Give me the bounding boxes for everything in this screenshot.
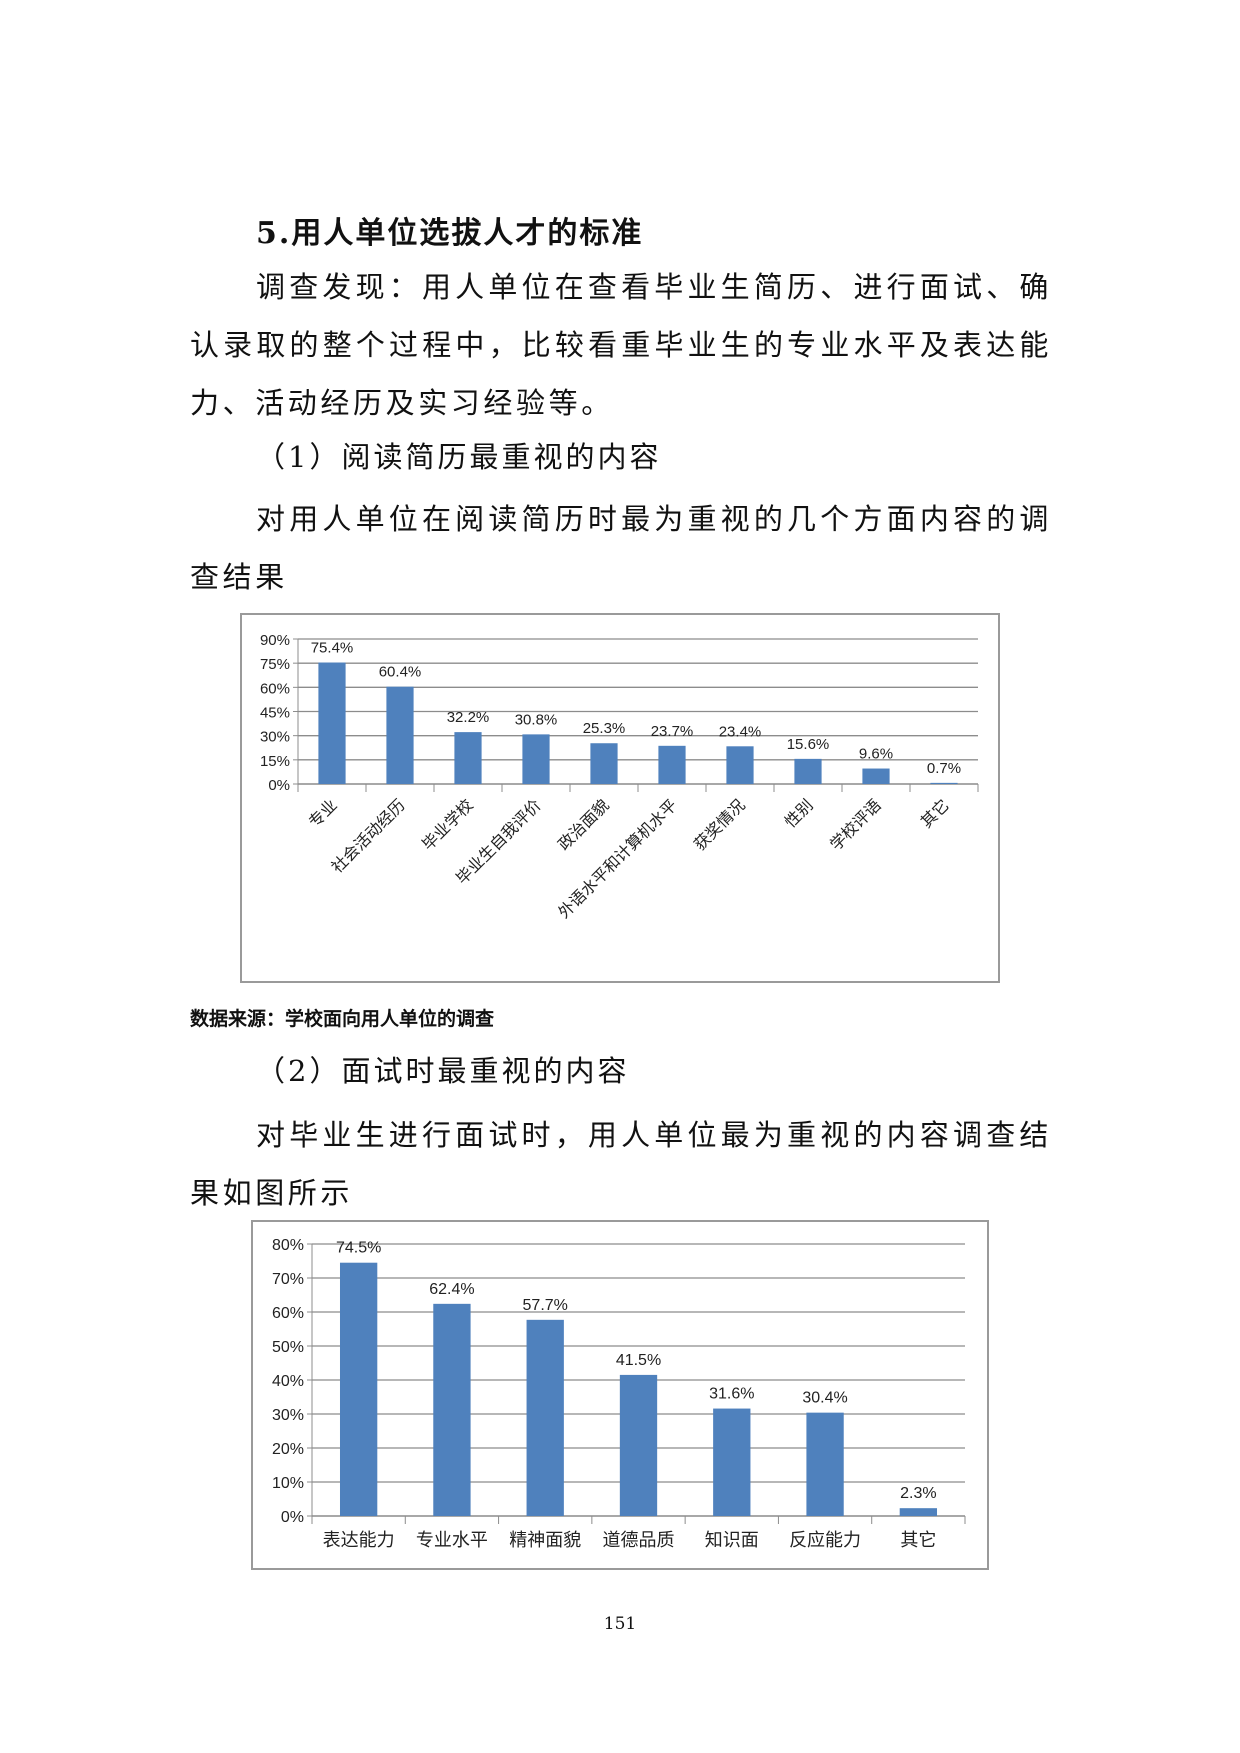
section-title: 5.用人单位选拔人才的标准	[256, 216, 644, 251]
part1-text: 对用人单位在阅读简历时最为重视的几个方面内容的调查结果	[190, 502, 1052, 594]
data-label: 9.6%	[859, 746, 893, 763]
x-tick-label: 学校评语	[826, 795, 885, 854]
x-tick-label: 反应能力	[789, 1530, 861, 1551]
data-label: 57.7%	[523, 1297, 568, 1314]
bar	[454, 732, 482, 784]
bar	[522, 734, 550, 784]
y-tick-label: 40%	[272, 1373, 304, 1390]
x-tick-label: 精神面貌	[509, 1530, 581, 1551]
bar	[862, 768, 890, 784]
data-label: 31.6%	[709, 1386, 754, 1403]
data-label: 75.4%	[311, 640, 354, 657]
bar	[619, 1374, 658, 1516]
bar	[713, 1408, 751, 1516]
data-label: 23.4%	[719, 723, 762, 740]
bar	[386, 686, 414, 784]
y-tick-label: 60%	[272, 1305, 304, 1322]
x-tick-label: 其它	[900, 1530, 936, 1551]
y-tick-label: 10%	[272, 1475, 304, 1492]
data-label: 0.7%	[927, 760, 961, 777]
y-tick-label: 70%	[272, 1271, 304, 1288]
bar	[433, 1303, 471, 1516]
data-label: 30.4%	[802, 1390, 847, 1407]
y-tick-label: 30%	[272, 1407, 304, 1424]
data-label: 25.3%	[583, 720, 626, 737]
bar	[658, 745, 686, 784]
y-tick-label: 75%	[260, 656, 290, 673]
x-tick-label: 获奖情况	[690, 795, 749, 854]
bar	[806, 1412, 844, 1516]
data-source-note: 数据来源：学校面向用人单位的调查	[190, 1008, 495, 1030]
bar	[930, 782, 958, 784]
data-label: 60.4%	[379, 664, 422, 681]
y-tick-label: 0%	[268, 777, 290, 794]
page-number: 151	[603, 1614, 637, 1634]
chart1-svg: 0% 15% 30% 45% 60% 75% 90% 75.4% 专业 60.4% 社会活动经历 32…	[260, 632, 979, 922]
x-tick-label: 道德品质	[603, 1530, 675, 1551]
y-tick-label: 80%	[272, 1237, 304, 1254]
bar	[899, 1508, 938, 1516]
y-tick-label: 15%	[260, 753, 290, 770]
part2-heading: （2）面试时最重视的内容	[256, 1054, 630, 1088]
x-tick-label: 社会活动经历	[328, 795, 409, 876]
data-label: 30.8%	[515, 711, 558, 728]
part2-text: 对毕业生进行面试时，用人单位最为重视的内容调查结果如图所示	[190, 1118, 1052, 1210]
data-label: 41.5%	[616, 1352, 661, 1369]
x-tick-label: 毕业学校	[418, 795, 477, 854]
bar	[526, 1319, 564, 1516]
x-tick-label: 知识面	[705, 1530, 759, 1551]
y-tick-label: 20%	[272, 1441, 304, 1458]
y-tick-label: 45%	[260, 705, 290, 722]
x-tick-label: 其它	[917, 795, 953, 831]
bar	[590, 743, 618, 784]
x-tick-label: 性别	[781, 795, 817, 831]
x-tick-label: 外语水平和计算机水平	[554, 795, 681, 922]
data-label: 74.5%	[336, 1240, 381, 1257]
part1-heading: （1）阅读简历最重视的内容	[256, 440, 662, 474]
chart-resume-priorities: 0% 15% 30% 45% 60% 75% 90% 75.4% 专业 60.4% 社会活动经历 32…	[240, 613, 1000, 983]
x-tick-label: 专业水平	[416, 1530, 488, 1551]
y-tick-label: 30%	[260, 729, 290, 746]
y-tick-label: 0%	[281, 1509, 304, 1526]
data-label: 62.4%	[429, 1281, 474, 1298]
y-tick-label: 50%	[272, 1339, 304, 1356]
chart2-svg: 0% 10% 20% 30% 40% 50% 60% 70% 80% 74.5% 表达能力 62.4%…	[272, 1237, 966, 1551]
data-label: 23.7%	[651, 723, 694, 740]
bar	[726, 746, 754, 784]
data-label: 2.3%	[900, 1485, 936, 1502]
chart-interview-priorities: 0% 10% 20% 30% 40% 50% 60% 70% 80% 74.5% 表达能力 62.4%…	[251, 1220, 989, 1570]
bar	[794, 758, 822, 784]
data-label: 15.6%	[787, 736, 830, 753]
bar	[318, 662, 346, 784]
y-tick-label: 90%	[260, 632, 290, 649]
data-label: 32.2%	[447, 709, 490, 726]
bar	[339, 1262, 378, 1516]
intro-paragraph: 调查发现：用人单位在查看毕业生简历、进行面试、确认录取的整个过程中，比较看重毕业…	[190, 270, 1052, 420]
y-tick-label: 60%	[260, 680, 290, 697]
x-tick-label: 政治面貌	[554, 795, 613, 854]
x-tick-label: 表达能力	[323, 1530, 395, 1551]
x-tick-label: 专业	[305, 795, 341, 831]
